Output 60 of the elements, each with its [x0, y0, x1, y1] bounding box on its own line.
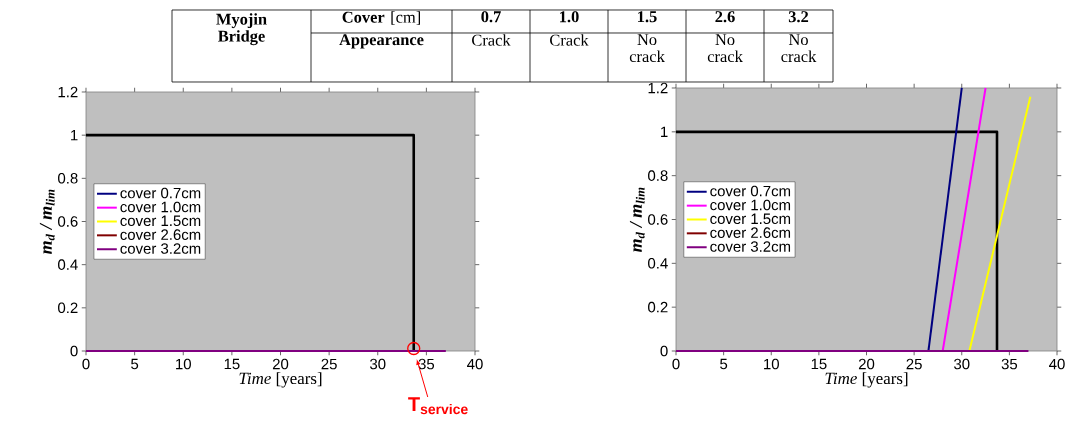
y-tick-label: 0.2 [58, 302, 78, 314]
text: No crack [629, 34, 665, 63]
y-tick-label: 0.6 [58, 216, 78, 227]
y-tick-label: 0.8 [58, 173, 78, 184]
y-tick-label: 0.6 [648, 214, 668, 225]
legend-label: cover 1.0cm [710, 199, 791, 211]
legend-label: cover 1.5cm [120, 215, 201, 227]
x-tick-label: 10 [764, 358, 779, 370]
x-tick-label: 30 [370, 358, 386, 370]
y-tick-label: 0 [70, 345, 78, 357]
y-tick-label: 0.4 [58, 259, 78, 270]
x-tick-label: 35 [1001, 358, 1018, 370]
x-tick-label: 5 [131, 358, 139, 370]
x-tick-label: 35 [418, 358, 435, 370]
y-tick-label: 1.2 [58, 86, 78, 98]
legend-label: cover 0.7cm [710, 185, 791, 197]
legend-label: cover 3.2cm [120, 243, 201, 254]
annotation: T$_{service}$ [408, 397, 468, 415]
legend-label: cover 3.2cm [710, 241, 791, 252]
legend-label: cover 2.6cm [120, 229, 201, 240]
legend-label: cover 1.0cm [120, 201, 201, 213]
text: 1.5 [638, 11, 657, 23]
x-axis-title: Time [years] [825, 372, 908, 388]
x-tick-label: 0 [82, 358, 90, 370]
x-tick-label: 0 [672, 358, 680, 370]
x-axis-title: Time [years] [239, 372, 322, 388]
y-tick-label: 1 [71, 130, 78, 141]
y-tick-label: 0.2 [648, 301, 668, 313]
legend-label: cover 1.5cm [710, 213, 791, 225]
y-tick-label: 1 [661, 126, 668, 137]
legend-label: cover 2.6cm [710, 227, 791, 238]
x-tick-label: 15 [811, 358, 827, 370]
x-tick-label: 30 [954, 358, 970, 370]
x-tick-label: 20 [858, 358, 875, 370]
text: 3.2 [788, 11, 809, 23]
text: 0.7 [481, 11, 501, 23]
x-tick-label: 5 [720, 358, 728, 370]
text: Appearance [339, 34, 424, 49]
y-axis-title: m$_{d}$ / m$_{lim}$ [39, 189, 55, 255]
text: No crack [707, 34, 743, 63]
text: Myojin Bridge [216, 13, 267, 46]
y-tick-label: 0.4 [648, 258, 668, 269]
x-tick-label: 40 [467, 358, 483, 370]
y-tick-label: 1.2 [648, 82, 668, 94]
text: Crack [472, 34, 511, 46]
text: No crack [781, 34, 817, 63]
x-tick-label: 25 [906, 358, 922, 370]
text: Cover [cm] [342, 11, 420, 25]
text: 1.0 [560, 11, 579, 23]
x-tick-label: 20 [272, 358, 289, 370]
text: 2.6 [715, 11, 735, 23]
x-tick-label: 25 [321, 358, 337, 370]
x-tick-label: 40 [1049, 358, 1065, 370]
x-tick-label: 10 [176, 358, 191, 370]
legend-label: cover 0.7cm [120, 187, 201, 199]
text: Crack [550, 34, 589, 46]
y-tick-label: 0 [660, 345, 668, 357]
y-axis-title: m$_{d}$ / m$_{lim}$ [629, 187, 645, 253]
y-tick-label: 0.8 [648, 170, 668, 181]
x-tick-label: 15 [224, 358, 240, 370]
